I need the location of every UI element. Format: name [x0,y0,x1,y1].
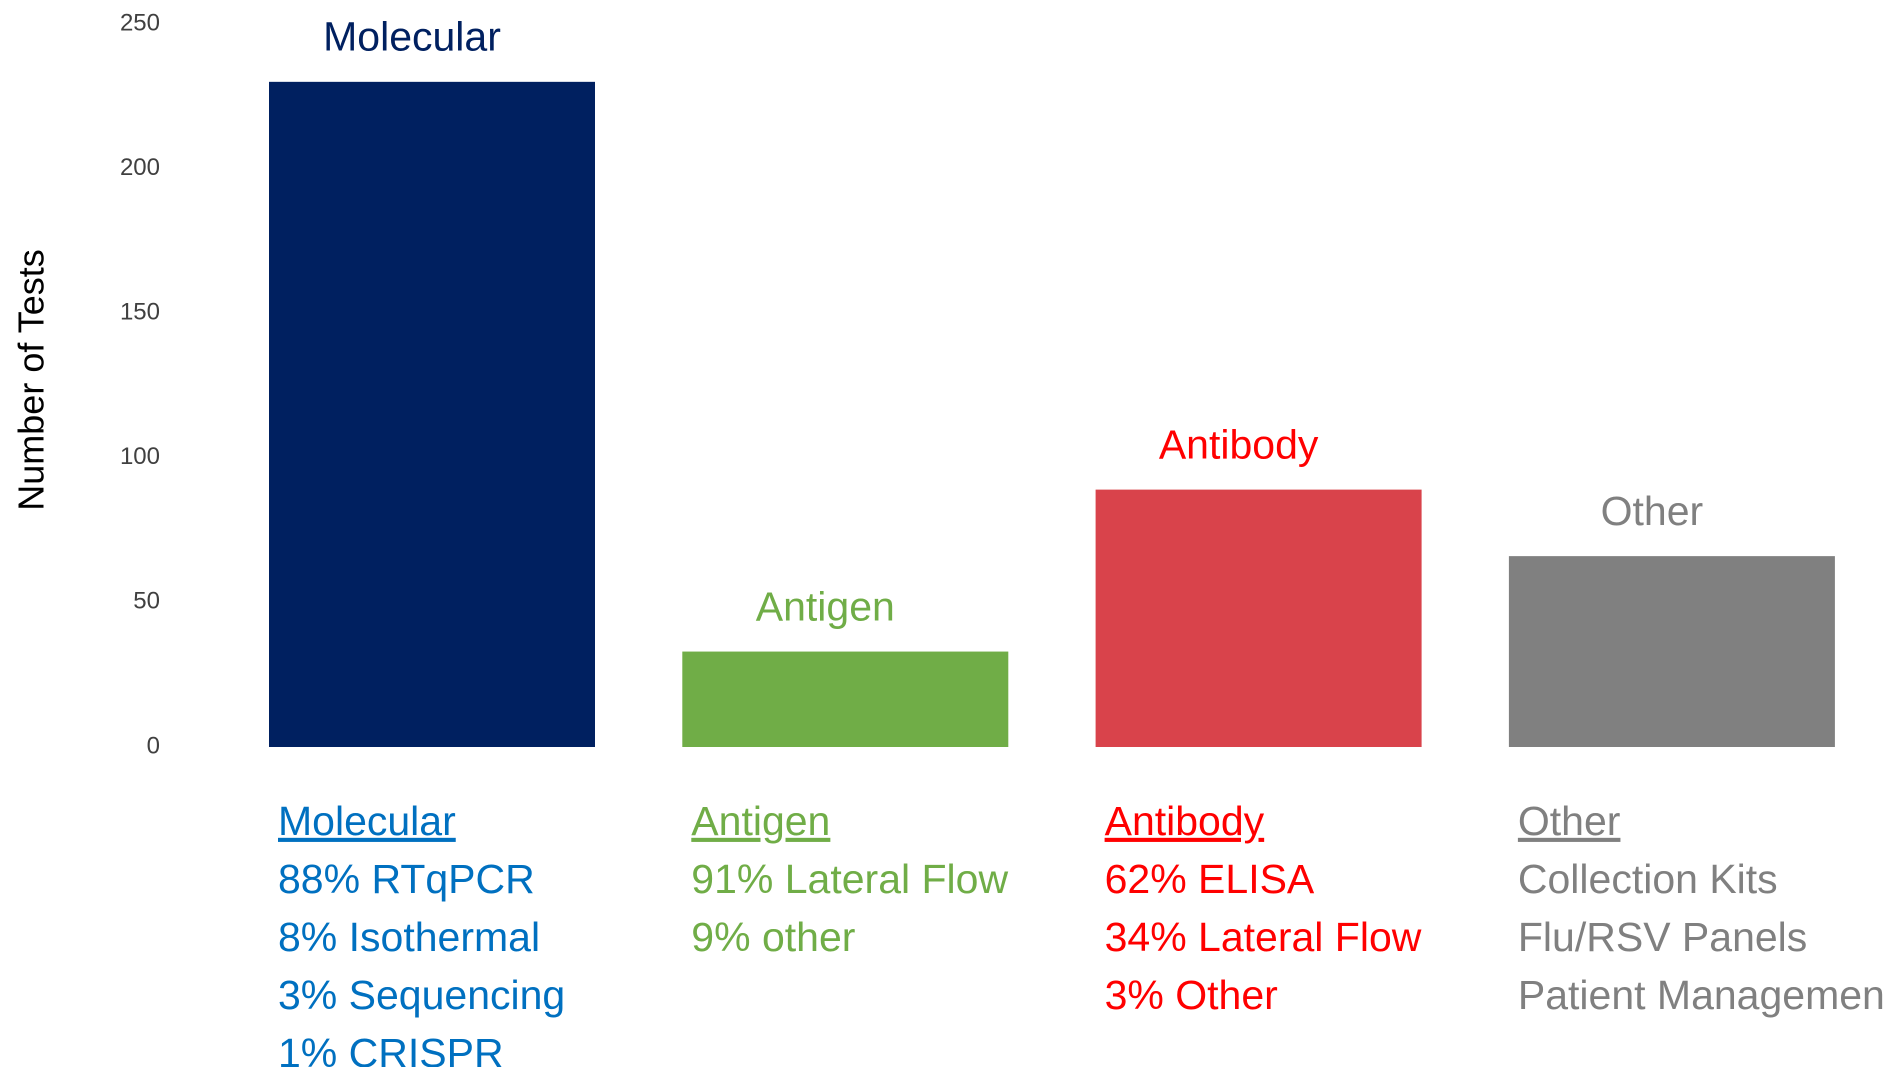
detail-line: 3% Sequencing [278,972,565,1018]
detail-line: 34% Lateral Flow [1105,914,1422,960]
y-tick-label: 150 [120,299,160,326]
detail-line: 8% Isothermal [278,914,540,960]
bar [1095,489,1422,747]
y-tick-label: 0 [147,732,160,759]
bar [682,651,1009,747]
y-axis-label: Number of Tests [11,249,52,510]
detail-line: 91% Lateral Flow [691,856,1008,902]
detail-heading: Other [1518,798,1621,844]
y-tick-label: 50 [133,588,160,615]
bar-label: Other [1601,488,1704,534]
y-tick-label: 250 [120,9,160,36]
detail-line: 62% ELISA [1105,856,1315,902]
detail-line: 1% CRISPR [278,1030,504,1067]
detail-line: 9% other [691,914,855,960]
detail-heading: Molecular [278,798,456,844]
detail-heading: Antibody [1105,798,1265,844]
y-tick-label: 200 [120,154,160,181]
bar [269,81,595,748]
detail-line: 3% Other [1105,972,1278,1018]
bar-label: Antigen [756,583,895,629]
detail-heading: Antigen [691,798,830,844]
detail-line: 88% RTqPCR [278,856,535,902]
bar-label: Antibody [1159,421,1319,467]
bar-label: Molecular [323,14,501,60]
detail-line: Patient Management [1518,972,1885,1018]
detail-line: Flu/RSV Panels [1518,914,1807,960]
y-tick-label: 100 [120,443,160,470]
bar [1508,556,1835,747]
detail-line: Collection Kits [1518,856,1778,902]
